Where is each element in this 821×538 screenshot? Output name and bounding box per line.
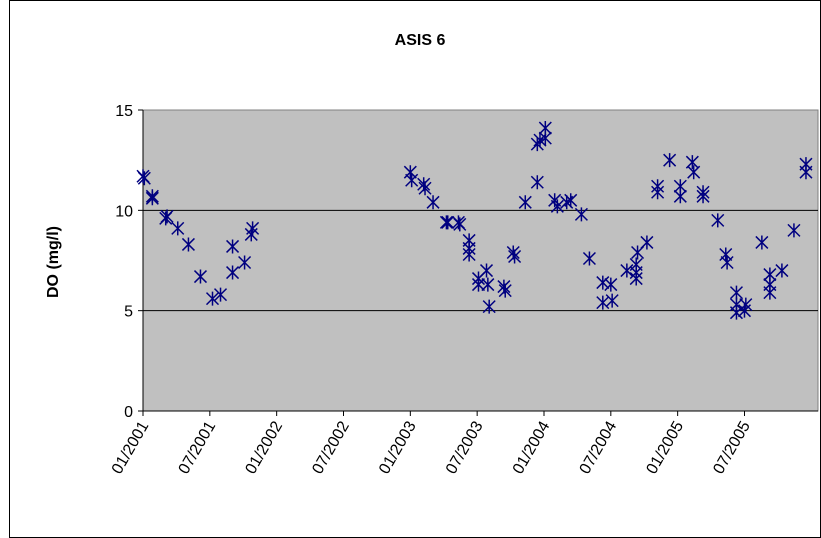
point [160,209,174,224]
point [518,195,532,210]
point [596,275,610,290]
point [530,175,544,190]
point [418,181,432,196]
point [479,263,494,278]
point [405,173,419,188]
point [629,265,643,280]
y-axis-label: DO (mg/l) [45,226,62,298]
point [737,303,752,318]
point [193,269,208,284]
point [145,189,159,204]
point [171,221,185,236]
point [213,287,228,302]
point [582,251,596,266]
point [453,217,467,232]
point [498,283,512,298]
point [564,193,578,208]
point [787,223,801,238]
point [403,165,417,180]
point [181,237,195,252]
point [471,277,486,292]
point [640,235,654,250]
point [605,293,619,308]
point [729,285,743,300]
y-tick-label: 15 [115,103,133,120]
point [775,263,789,278]
point [244,227,258,242]
y-tick-label: 0 [124,404,133,421]
point [719,247,733,262]
point [205,291,220,306]
point [651,185,665,200]
y-tick-label: 10 [115,203,133,220]
point [441,215,455,230]
point [755,235,769,250]
point [550,199,564,214]
point [439,215,453,230]
point [538,131,552,146]
point [238,255,252,270]
point [481,277,495,292]
point [799,165,813,180]
point [720,255,734,270]
point [426,195,440,210]
point [673,189,687,204]
point [711,213,725,228]
point [137,171,151,186]
point [574,207,588,222]
point [604,277,618,292]
point [226,265,240,280]
y-tick-label: 5 [124,304,133,321]
point [696,189,710,204]
point [763,277,777,292]
point [530,137,544,152]
plot-area [142,109,819,412]
point [462,247,476,262]
point [663,153,677,168]
chart-title: ASIS 6 [395,32,446,49]
point [687,165,701,180]
point [729,305,743,320]
point [508,249,522,264]
point [482,299,496,314]
point [226,239,240,254]
